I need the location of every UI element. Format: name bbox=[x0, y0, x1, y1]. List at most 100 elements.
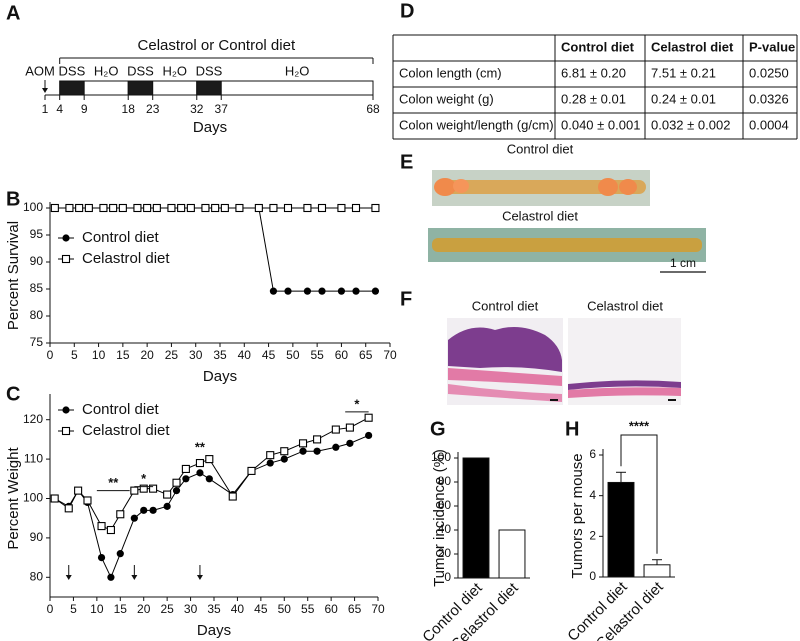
point bbox=[371, 203, 380, 213]
y-tick-label: 120 bbox=[23, 412, 43, 426]
tumor bbox=[619, 179, 637, 195]
point bbox=[172, 478, 181, 487]
day-label: 1 bbox=[42, 102, 49, 116]
legend-label: Celastrol diet bbox=[82, 250, 170, 267]
point bbox=[97, 522, 106, 531]
point bbox=[116, 550, 124, 558]
x-tick-label: 55 bbox=[301, 602, 315, 616]
point bbox=[195, 458, 204, 468]
colon-photo-control bbox=[432, 170, 650, 206]
point bbox=[143, 203, 152, 213]
dss-arrowhead bbox=[196, 575, 203, 580]
point bbox=[284, 287, 292, 295]
segment-label: DSS bbox=[59, 63, 86, 78]
point bbox=[254, 203, 263, 213]
point bbox=[167, 203, 176, 213]
x-tick-label: 40 bbox=[231, 602, 245, 616]
legend-label: Celastrol diet bbox=[82, 422, 170, 439]
point bbox=[352, 287, 360, 295]
tissue bbox=[448, 326, 562, 372]
point bbox=[186, 203, 195, 213]
x-tick-label: 50 bbox=[278, 602, 292, 616]
y-tick-label: 20 bbox=[438, 546, 452, 560]
photo-label: Control diet bbox=[507, 141, 574, 156]
y-axis-label: Percent Weight bbox=[5, 447, 22, 550]
colon-photo-celastrol bbox=[428, 228, 706, 262]
day-label: 37 bbox=[215, 102, 229, 116]
x-tick-label: 40 bbox=[238, 348, 252, 362]
point bbox=[116, 510, 125, 519]
x-tick-label: 30 bbox=[189, 348, 203, 362]
photo-label: Celastrol diet bbox=[502, 208, 578, 223]
point bbox=[313, 447, 321, 455]
y-tick-label: 100 bbox=[23, 491, 43, 505]
point bbox=[172, 487, 181, 495]
y-tick-label: 75 bbox=[30, 335, 44, 349]
x-tick-label: 70 bbox=[383, 348, 397, 362]
legend-label: Control diet bbox=[82, 229, 160, 246]
bar bbox=[498, 529, 526, 579]
point bbox=[211, 203, 220, 213]
y-axis-label: Percent Survival bbox=[5, 221, 22, 330]
point bbox=[182, 475, 190, 483]
significance-label: **** bbox=[629, 418, 650, 433]
panel-label: A bbox=[6, 2, 20, 24]
segment-label: H₂O bbox=[94, 63, 119, 78]
y-tick-label: 0 bbox=[444, 570, 451, 584]
point bbox=[205, 475, 213, 483]
significance-label: * bbox=[141, 471, 147, 486]
x-tick-label: 5 bbox=[70, 602, 77, 616]
x-tick-label: 60 bbox=[324, 602, 338, 616]
point bbox=[106, 525, 115, 535]
table-cell: 0.032 ± 0.002 bbox=[651, 117, 730, 132]
table-header: Celastrol diet bbox=[651, 39, 734, 54]
day-label: 32 bbox=[190, 102, 204, 116]
y-axis-label: Tumor incidence (%) bbox=[431, 449, 448, 587]
x-tick-label: 65 bbox=[359, 348, 373, 362]
timeline-segment bbox=[83, 80, 129, 96]
dss-arrowhead bbox=[131, 575, 138, 580]
colon bbox=[436, 180, 646, 194]
table-cell: Colon weight/length (g/cm) bbox=[399, 117, 554, 132]
x-tick-label: 25 bbox=[160, 602, 174, 616]
legend-marker bbox=[61, 254, 71, 264]
tissue bbox=[448, 368, 562, 386]
panel-label: E bbox=[400, 151, 413, 173]
point bbox=[130, 514, 138, 522]
point bbox=[266, 451, 275, 460]
table-cell: 6.81 ± 0.20 bbox=[561, 65, 626, 80]
point bbox=[201, 203, 210, 213]
aom-label: AOM bbox=[25, 63, 55, 78]
point bbox=[331, 425, 340, 434]
point bbox=[365, 431, 373, 440]
point bbox=[235, 203, 244, 213]
timeline-segment bbox=[127, 80, 154, 96]
table-header: P-value bbox=[749, 39, 795, 54]
x-tick-label: 15 bbox=[116, 348, 130, 362]
y-tick-label: 2 bbox=[589, 529, 596, 543]
aom-arrowhead bbox=[42, 88, 48, 93]
y-tick-label: 80 bbox=[30, 569, 44, 583]
segment-label: DSS bbox=[196, 63, 223, 78]
x-tick-label: 30 bbox=[184, 602, 198, 616]
table-cell: 0.0326 bbox=[749, 91, 789, 106]
bar bbox=[643, 564, 671, 578]
histology-label: Control diet bbox=[472, 298, 539, 313]
significance-bracket bbox=[620, 434, 658, 554]
point bbox=[177, 203, 186, 213]
point bbox=[83, 496, 92, 505]
timeline-title: Celastrol or Control diet bbox=[138, 37, 296, 54]
point bbox=[64, 504, 73, 513]
point bbox=[280, 447, 289, 456]
x-tick-label: 45 bbox=[254, 602, 268, 616]
significance-label: ** bbox=[195, 440, 206, 455]
day-label: 9 bbox=[81, 102, 88, 116]
panel-label: D bbox=[400, 0, 414, 22]
x-tick-label: 10 bbox=[92, 348, 106, 362]
point bbox=[163, 502, 171, 510]
y-tick-label: 90 bbox=[30, 530, 44, 544]
x-tick-label: 5 bbox=[71, 348, 78, 362]
x-tick-label: 0 bbox=[47, 602, 54, 616]
legend-marker bbox=[62, 234, 70, 242]
